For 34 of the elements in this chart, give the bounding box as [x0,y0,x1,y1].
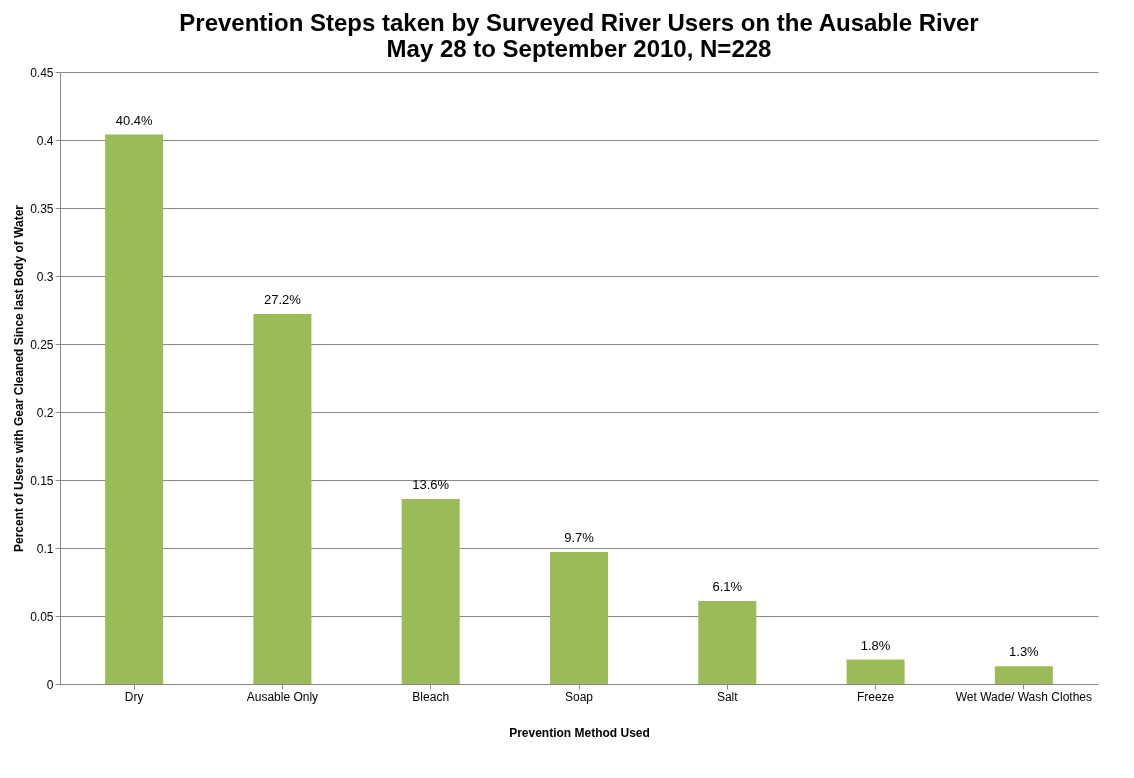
y-tick-label: 0.35 [30,201,54,216]
data-label: 40.4% [115,112,154,128]
bar [994,666,1053,684]
x-tick-label: Bleach [412,689,450,704]
y-tick-label: 0.15 [30,473,54,488]
bar [550,552,608,684]
data-label: 9.7% [564,530,595,546]
x-tick-label: Wet Wade/ Wash Clothes [955,689,1092,704]
x-tick-label: Dry [124,689,144,704]
x-axis-title: Prevention Method Used [509,725,650,740]
y-tick-label: 0.45 [30,65,54,80]
y-tick-label: 0.25 [30,337,54,352]
y-tick-label: 0.4 [36,133,54,148]
data-label: 1.8% [860,637,891,653]
y-tick-label: 0.05 [30,609,54,624]
y-tick-label: 0.3 [36,269,54,284]
data-label: 1.3% [1009,644,1040,660]
y-tick-label: 0.1 [36,541,54,556]
bar [401,499,460,684]
bar [253,314,312,684]
y-tick-label: 0 [46,677,54,692]
data-label: 27.2% [263,292,302,308]
x-tick-label: Salt [716,689,739,704]
data-label: 6.1% [712,579,743,595]
x-tick-label: Soap [564,689,594,704]
y-axis-title: Percent of Users with Gear Cleaned Since last Body of Water [12,204,27,552]
x-tick-label: Freeze [856,689,895,704]
y-tick-label: 0.2 [36,405,54,420]
bar [846,659,905,684]
chart-title: Prevention Steps taken by Surveyed River Users on the Ausable River May 28 to September 2010, N=228 [179,9,979,62]
data-label: 13.6% [412,477,450,493]
bar [698,601,757,684]
bar [105,134,164,684]
x-tick-label: Ausable Only [246,689,319,704]
